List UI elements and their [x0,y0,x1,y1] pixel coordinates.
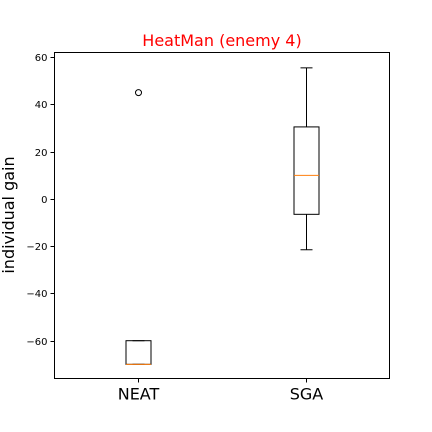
box-series [125,67,320,365]
box-iqr [293,126,320,215]
chart-title: HeatMan (enemy 4) [142,31,301,50]
x-tick-label-sga: SGA [290,385,324,404]
x-axis-ticks: NEAT SGA [118,378,324,404]
y-tick-label: −60 [26,337,47,348]
y-tick-label: −20 [26,242,47,253]
box-neat [125,89,152,365]
x-tick-label-neat: NEAT [118,385,160,404]
y-tick-label: −40 [26,289,47,300]
box-iqr [125,340,152,365]
y-tick-label: 0 [41,195,47,206]
plot-frame [54,52,390,379]
y-tick-label: 60 [35,53,48,64]
box-sga [293,67,320,251]
y-axis-ticks: 60 40 20 0 −20 −40 −60 [26,53,55,348]
outlier-point [135,89,142,97]
y-tick-label: 40 [35,100,48,111]
y-axis-label: individual gain [0,156,18,273]
y-tick-label: 20 [35,148,48,159]
